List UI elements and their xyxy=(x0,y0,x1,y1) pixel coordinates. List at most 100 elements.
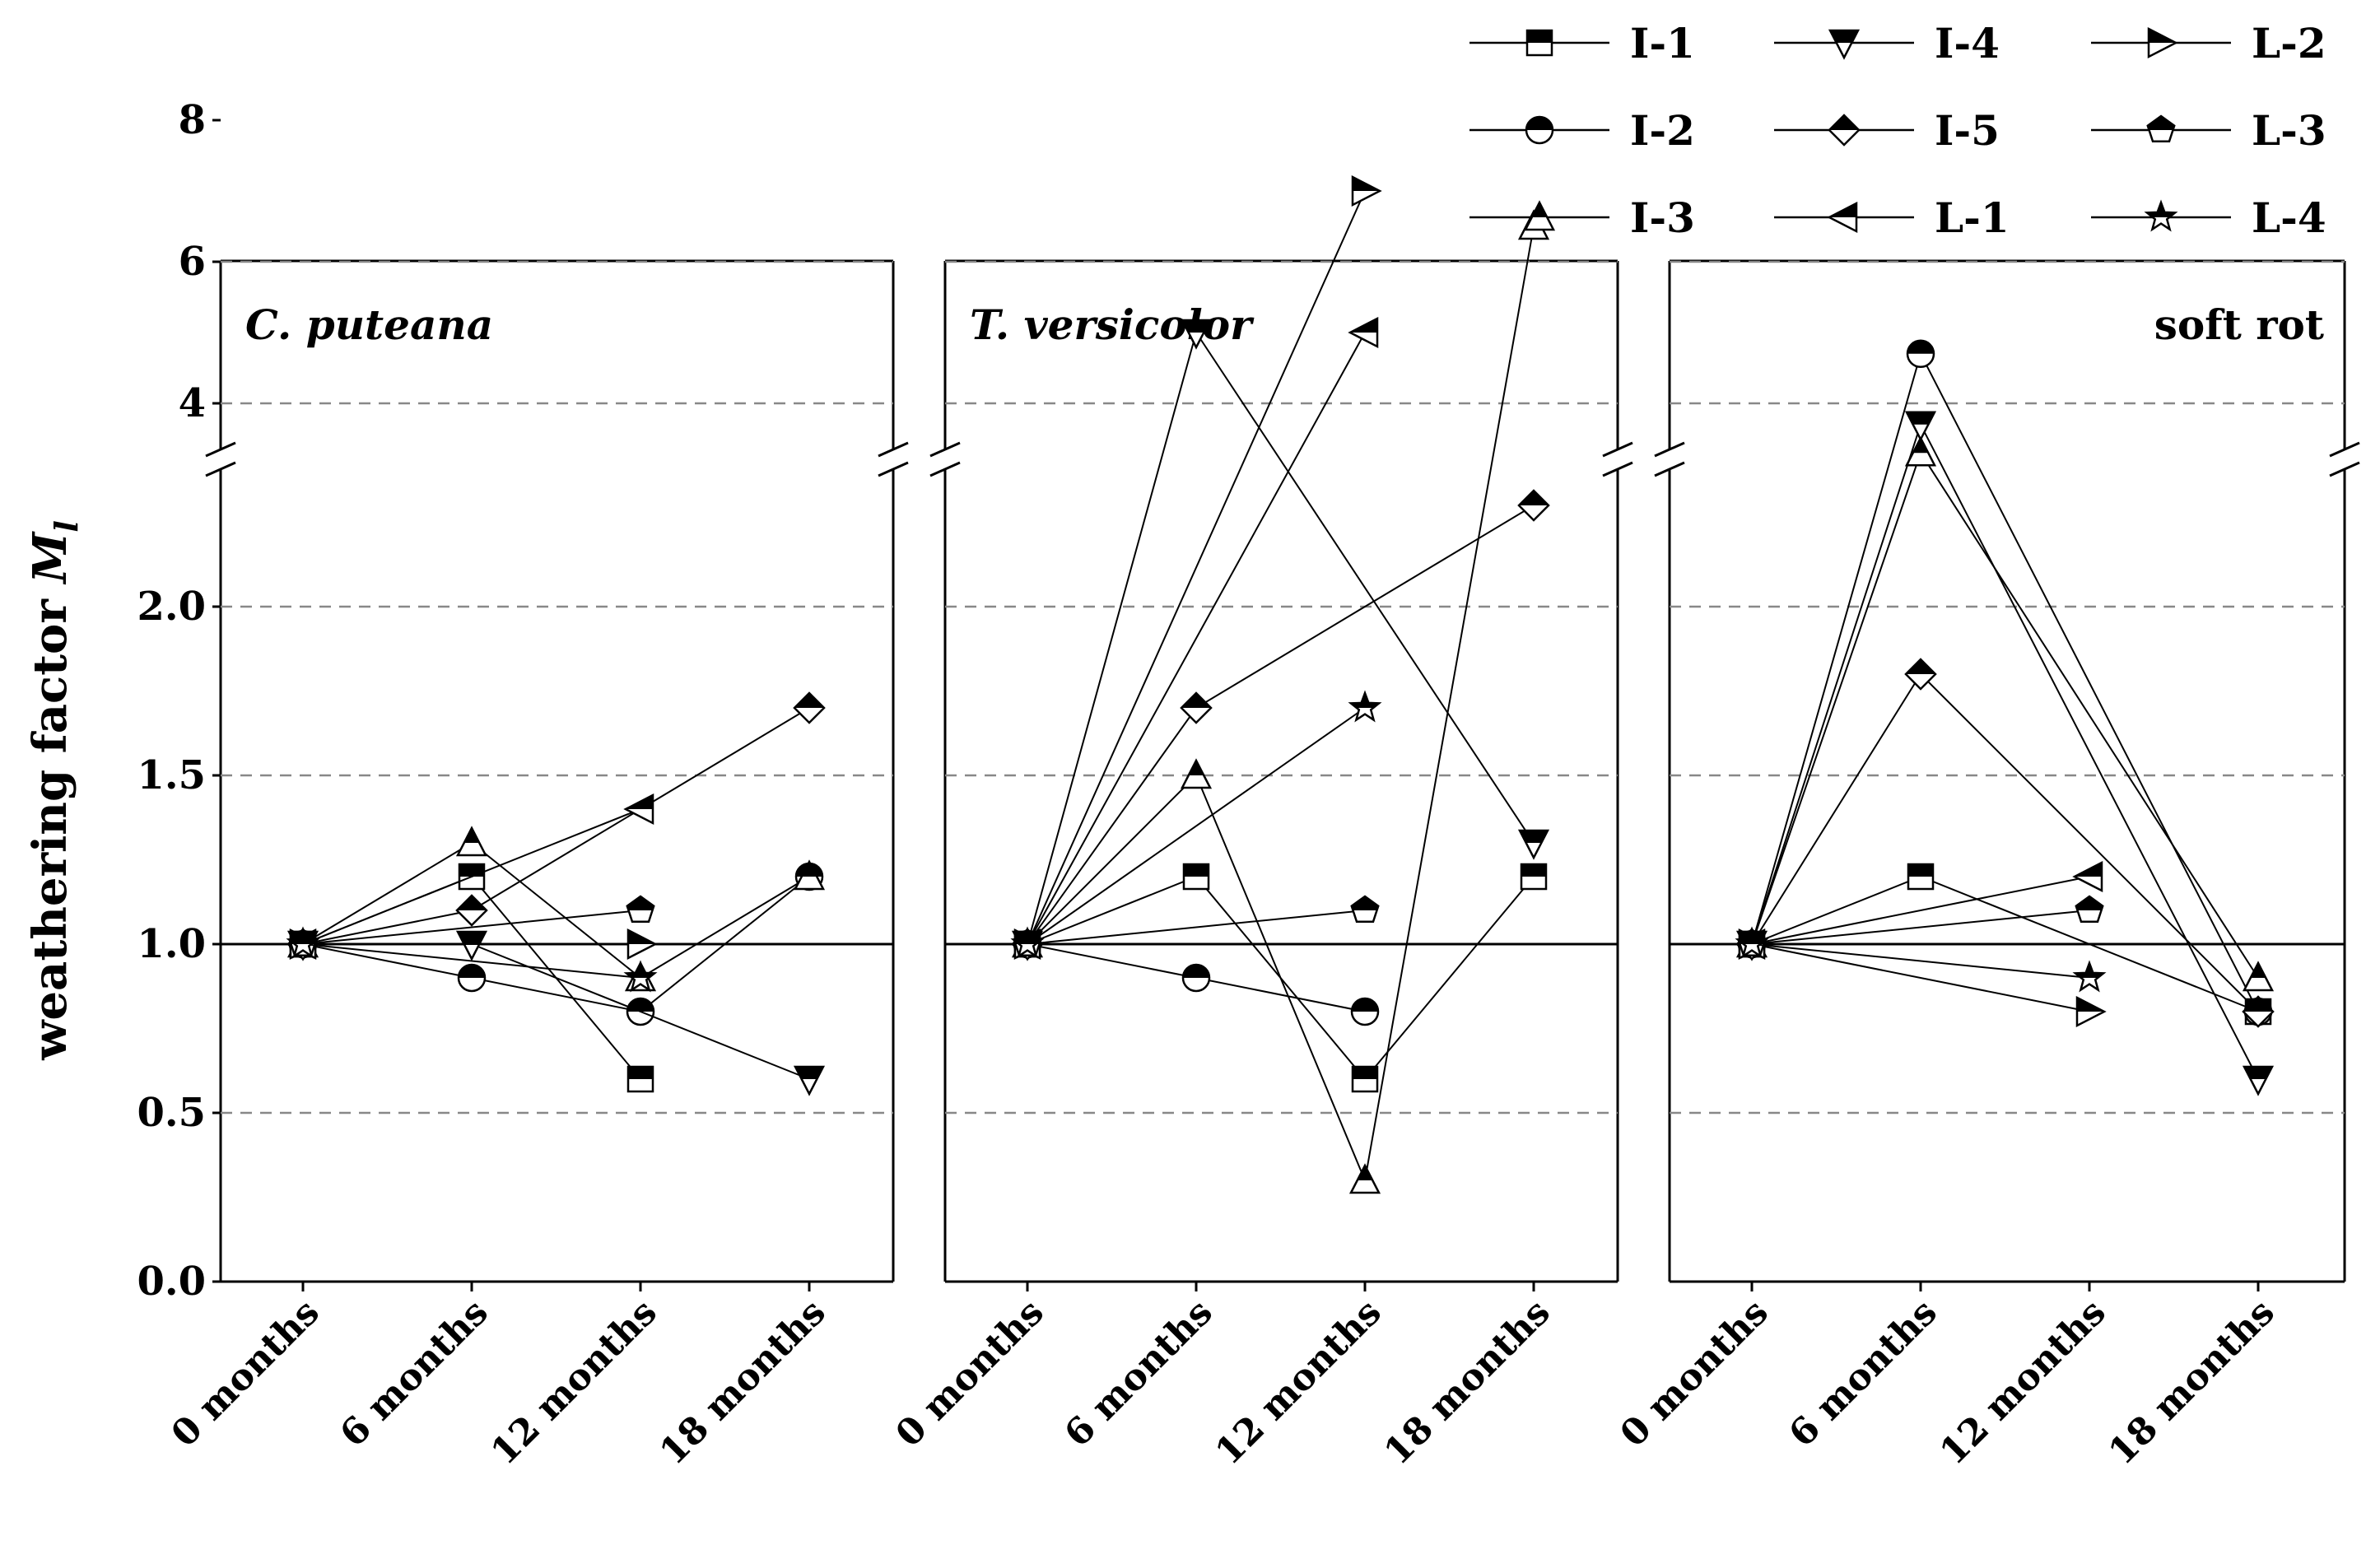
series-line xyxy=(1751,943,2090,1012)
marker-L-1 xyxy=(2072,860,2103,893)
series-line xyxy=(1751,910,2090,945)
marker-I-1 xyxy=(626,1065,654,1093)
y-tick-label: 0.5 xyxy=(137,1090,206,1136)
marker-I-5 xyxy=(455,894,488,927)
legend-entry-L-3: L-3 xyxy=(2091,106,2326,155)
legend-label: L-4 xyxy=(2252,193,2326,242)
axis-break-mark xyxy=(878,461,909,477)
legend-entry-L-2: L-2 xyxy=(2091,19,2326,67)
panel-label: T. versicolor xyxy=(970,300,1255,349)
x-tick-label: 18 months xyxy=(652,1291,834,1473)
series-L-2 xyxy=(1013,175,1382,961)
marker-L-4 xyxy=(1735,926,1769,959)
marker-I-1 xyxy=(1351,1065,1379,1093)
marker-L-4 xyxy=(1010,926,1045,959)
series-line xyxy=(302,841,810,980)
axis-break-mark xyxy=(1602,441,1633,458)
marker-I-4 xyxy=(1517,829,1550,860)
panel-label: C. puteana xyxy=(245,300,493,349)
panel-label-bg xyxy=(2149,299,2329,351)
x-tick-label: 18 months xyxy=(1376,1291,1558,1473)
x-tick-label: 18 months xyxy=(2101,1291,2283,1473)
series-line xyxy=(302,808,641,945)
marker-I-5 xyxy=(793,691,826,724)
marker-I-2 xyxy=(1906,339,1935,369)
marker-I-3 xyxy=(1904,435,1937,467)
series-I-4 xyxy=(1011,319,1550,961)
x-tick-label: 6 months xyxy=(1056,1291,1220,1455)
marker-I-5 xyxy=(1517,489,1550,522)
axis-break-mark xyxy=(929,441,961,458)
series-line xyxy=(303,943,810,1080)
series-line xyxy=(1027,190,1366,945)
marker-L-4 xyxy=(2072,960,2107,993)
series-L-4 xyxy=(286,926,658,993)
series-line xyxy=(1027,226,1535,1184)
marker-I-1 xyxy=(1182,863,1210,891)
y-axis-label: weathering factor Ml xyxy=(23,520,85,1061)
marker-I-4 xyxy=(1904,411,1937,442)
y-tick-label: 1.0 xyxy=(137,921,206,967)
marker-L-2 xyxy=(2075,995,2107,1028)
marker-I-4 xyxy=(2242,1065,2275,1096)
series-line xyxy=(302,943,641,979)
marker-L-1 xyxy=(1348,316,1379,349)
series-line xyxy=(1751,943,2090,979)
marker-L-3 xyxy=(626,895,655,924)
legend-label: L-3 xyxy=(2252,106,2326,155)
legend-label: I-3 xyxy=(1630,193,1695,242)
legend-entry-L-1: L-1 xyxy=(1774,193,2010,242)
marker-L-3 xyxy=(2075,895,2104,924)
legend-entry-I-4: I-4 xyxy=(1774,19,2000,67)
series-line xyxy=(1027,332,1366,945)
series-I-3 xyxy=(286,826,826,992)
marker-I-1 xyxy=(1525,29,1553,57)
x-tick-label: 0 months xyxy=(163,1291,327,1455)
panel-label-bg xyxy=(965,299,1260,351)
series-L-4 xyxy=(1010,690,1382,959)
series-I-5 xyxy=(1011,489,1550,961)
marker-I-3 xyxy=(793,859,826,891)
marker-I-2 xyxy=(1525,115,1554,145)
x-tick-label: 6 months xyxy=(332,1291,496,1455)
series-L-3 xyxy=(1013,895,1380,957)
axis-break-mark xyxy=(1602,461,1633,477)
marker-L-1 xyxy=(623,793,654,826)
axis-break-mark xyxy=(2329,441,2360,458)
legend-label: L-2 xyxy=(2252,19,2326,67)
x-tick-label: 0 months xyxy=(1612,1291,1776,1455)
x-tick-label: 6 months xyxy=(1781,1291,1945,1455)
legend-label: I-2 xyxy=(1630,106,1695,155)
series-line xyxy=(302,876,810,1013)
panel-label-bg xyxy=(240,299,499,351)
legend-entry-I-1: I-1 xyxy=(1469,19,1695,67)
marker-I-5 xyxy=(1904,658,1937,691)
series-line xyxy=(1027,910,1366,945)
marker-I-2 xyxy=(457,963,487,993)
y-axis-label-symbol: M xyxy=(23,531,77,585)
series-line xyxy=(1027,707,1366,945)
marker-L-4 xyxy=(286,926,320,959)
marker-L-2 xyxy=(626,928,658,961)
marker-I-3 xyxy=(1523,200,1556,231)
x-tick-label: 0 months xyxy=(887,1291,1051,1455)
legend-entry-I-5: I-5 xyxy=(1774,106,2000,155)
axis-break-mark xyxy=(205,441,236,458)
marker-I-3 xyxy=(455,826,488,857)
marker-I-1 xyxy=(1907,863,1935,891)
legend-label: I-1 xyxy=(1630,19,1695,67)
x-tick-label: 12 months xyxy=(1208,1291,1390,1473)
legend: I-1 I-4 L-2 I-2 I-5 L-3 I-3 L-1 L-4 xyxy=(1469,19,2326,242)
marker-I-4 xyxy=(1828,29,1861,60)
marker-I-5 xyxy=(1180,691,1213,724)
series-line xyxy=(1027,330,1535,945)
marker-L-4 xyxy=(1348,690,1382,723)
series-line xyxy=(1751,876,2090,945)
legend-label: L-1 xyxy=(1935,193,2010,242)
marker-I-3 xyxy=(2242,961,2275,992)
marker-I-3 xyxy=(1348,1163,1381,1194)
y-tick-label: 0.0 xyxy=(137,1259,206,1305)
